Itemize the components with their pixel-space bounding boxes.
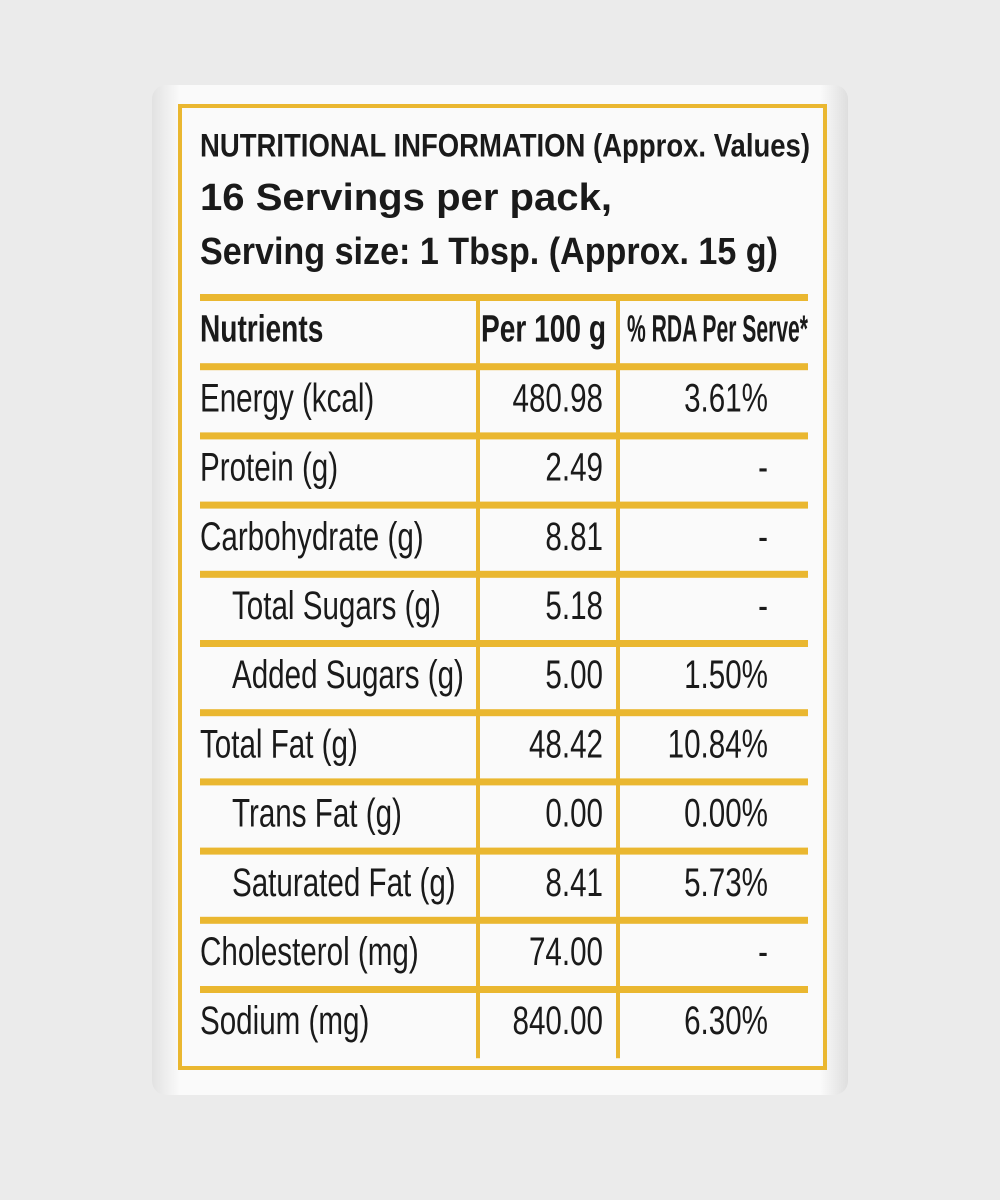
per-100g: 5.00 [545,653,603,697]
label-border [178,104,827,1070]
column-header: Per 100 g [481,309,606,351]
nutrient-name: Saturated Fat (g) [232,861,456,905]
row-rule [200,709,808,717]
nutrient-name: Cholesterol (mg) [200,930,419,974]
nutrient-name: Added Sugars (g) [232,653,464,697]
column-header: Nutrients [200,309,323,351]
nutrient-name: Energy (kcal) [200,376,374,420]
rda-per-serve: 3.61% [684,376,768,420]
per-100g: 8.41 [545,861,603,905]
row-rule [200,432,808,440]
nutrient-name: Sodium (mg) [200,999,369,1043]
rda-per-serve: 6.30% [684,999,768,1043]
column-header: % RDA Per Serve* [627,309,808,351]
rda-per-serve: 0.00% [684,791,768,835]
row-rule [200,916,808,924]
row-rule [200,778,808,786]
per-100g: 0.00 [545,791,603,835]
serving-size: Serving size: 1 Tbsp. (Approx. 15 g) [200,231,778,273]
title: NUTRITIONAL INFORMATION (Approx. Values) [200,127,810,163]
per-100g: 480.98 [513,376,603,420]
per-100g: 5.18 [545,584,603,628]
nutrient-name: Total Sugars (g) [232,584,441,628]
per-100g: 8.81 [545,515,603,559]
nutrient-name: Carbohydrate (g) [200,515,424,559]
rda-per-serve: 5.73% [684,861,768,905]
nutrient-name: Trans Fat (g) [232,791,402,835]
rda-per-serve: 10.84% [668,722,768,766]
per-100g: 840.00 [513,999,603,1043]
nutrient-name: Protein (g) [200,445,338,489]
nutrition-table: Nutrients Per 100 g % RDA Per Serve* Energy… [200,294,808,1059]
row-rule [200,986,808,993]
rda-per-serve: - [758,515,768,559]
row-rule [200,501,808,509]
row-rule [200,847,808,855]
row-rule [200,294,808,301]
package [152,85,848,1095]
row-rule [200,640,808,647]
rda-per-serve: 1.50% [684,653,768,697]
rda-per-serve: - [758,930,768,974]
per-100g: 48.42 [529,722,603,766]
rda-per-serve: - [758,445,768,489]
servings: 16 Servings per pack, [200,177,612,219]
nutrient-name: Total Fat (g) [200,722,358,766]
per-100g: 2.49 [545,445,603,489]
row-rule [200,363,808,371]
per-100g: 74.00 [529,930,603,974]
rda-per-serve: - [758,584,768,628]
row-rule [200,570,808,578]
